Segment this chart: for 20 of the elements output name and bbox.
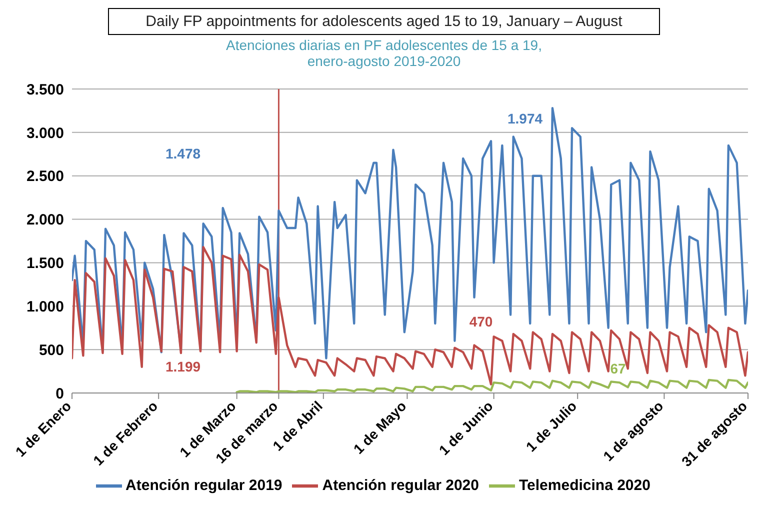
line-series — [72, 107, 748, 360]
annotation: 1.478 — [165, 146, 201, 162]
legend-label: Atención regular 2020 — [322, 476, 479, 494]
chart-subtitle: Atenciones diarias en PF adolescentes de 15 a 19, enero-agosto 2019-2020 — [225, 37, 543, 69]
y-tick-label: 500 — [38, 342, 64, 359]
chart-title: Daily FP appointments for adolescents aged 15 to 19, January – August — [108, 8, 660, 35]
y-tick-label: 3.500 — [26, 81, 64, 98]
annotation: 470 — [469, 314, 493, 330]
y-tick-label: 2.000 — [26, 212, 64, 229]
y-tick-label: 3.000 — [26, 124, 64, 142]
y-tick-label: 0 — [56, 385, 64, 402]
y-tick-label: 1.000 — [26, 298, 64, 316]
annotation: 1.199 — [165, 358, 201, 374]
line-series — [236, 378, 748, 393]
y-tick-label: 1.500 — [26, 255, 64, 272]
legend-label: Telemedicina 2020 — [519, 476, 650, 494]
y-tick-label: 2.500 — [26, 168, 64, 186]
legend-label: Atención regular 2019 — [126, 476, 282, 494]
annotation: 1.974 — [507, 110, 543, 126]
annotation: 67 — [610, 360, 626, 376]
